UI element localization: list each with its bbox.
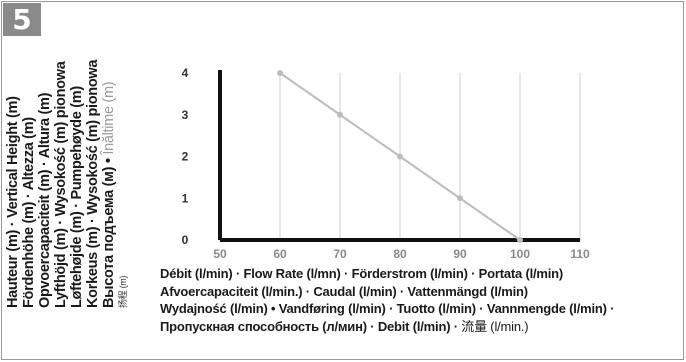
x-tick-label: 90 (453, 247, 467, 261)
data-point (277, 70, 283, 76)
x-tick-label: 50 (213, 247, 227, 261)
data-point (337, 111, 343, 118)
y-tick-label: 2 (182, 150, 189, 164)
data-point (457, 195, 463, 202)
x-tick-label: 60 (273, 247, 287, 261)
x-label-line-2: Afvoercapaciteit (l/min.) · Caudal (l/mi… (160, 283, 528, 299)
x-tick-label: 110 (570, 247, 590, 261)
y-tick-label: 4 (182, 66, 189, 80)
y-tick-label: 1 (182, 191, 189, 205)
x-tick-label: 70 (333, 247, 347, 261)
x-tick-label: 100 (510, 247, 530, 261)
x-label-line-1: Débit (l/min) · Flow Rate (l/mn) · Förde… (160, 266, 564, 281)
x-label-line-4-light: 流量 (l/min.) (461, 318, 529, 334)
y-tick-label: 0 (182, 233, 189, 247)
x-tick-label: 80 (393, 247, 407, 261)
data-point (397, 153, 403, 160)
x-axis-label-block: Débit (l/min) · Flow Rate (l/mn) · Förde… (160, 265, 685, 335)
figure-number-badge: 5 (3, 3, 41, 36)
y-tick-label: 3 (182, 108, 189, 122)
x-label-line-3: Wydajność (l/min) • Vandføring (l/min) ·… (160, 301, 615, 316)
data-point (517, 237, 523, 243)
x-label-line-4-main: Пропускная способность (л/мин) · Debit (… (160, 318, 458, 334)
x-label-line-4: Пропускная способность (л/мин) · Debit (… (160, 318, 685, 336)
